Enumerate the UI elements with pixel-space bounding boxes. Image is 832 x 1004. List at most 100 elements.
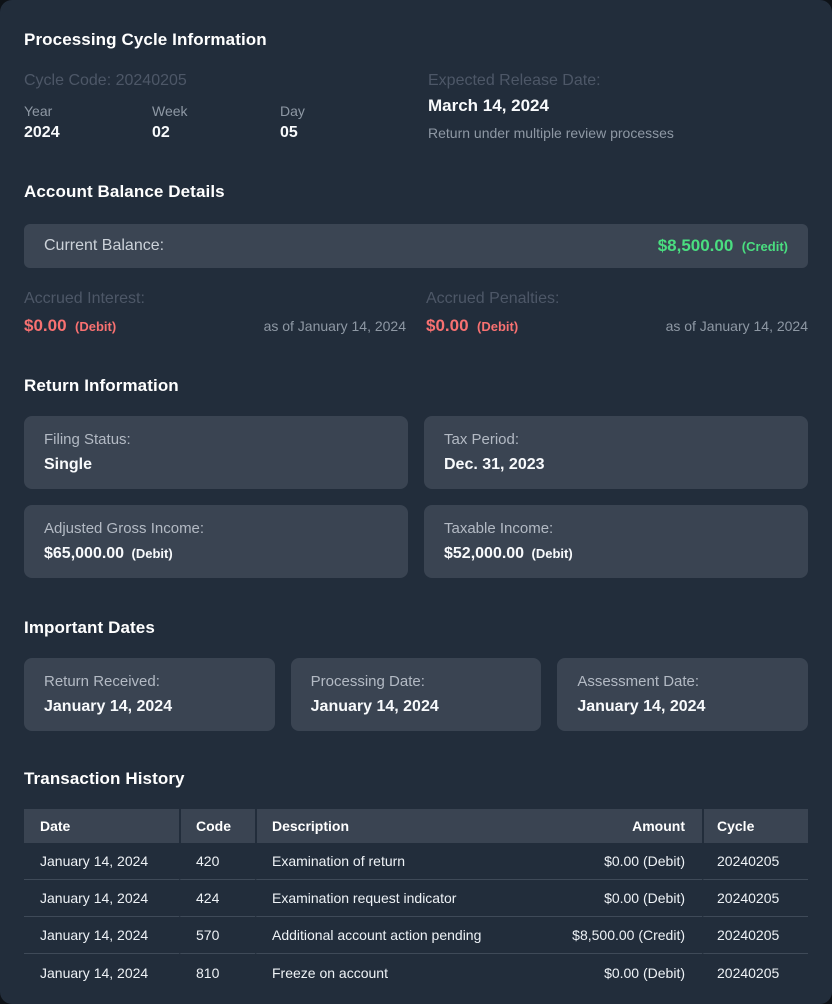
current-balance-value: $8,500.00 [657,236,734,255]
cell-cycle: 20240205 [702,843,808,880]
cell-date: January 14, 2024 [24,843,179,880]
assessment-date-label: Assessment Date: [577,673,700,690]
accrued-penalties-row: $0.00 (Debit) as of January 14, 2024 [426,316,808,336]
accrued-interest-label: Accrued Interest: [24,290,145,307]
cell-code: 570 [179,917,255,954]
agi-value: $65,000.00 (Debit) [44,544,388,563]
account-balance-heading: Account Balance Details [24,182,225,201]
taxable-income-amount: $52,000.00 [444,545,525,562]
section-account-balance: Account Balance Details Current Balance:… [24,182,808,336]
current-balance-label: Current Balance: [44,237,165,254]
accrued-penalties-amount: $0.00 (Debit) [426,316,518,336]
day-label: Day [280,103,305,119]
cycle-code-line: Cycle Code: 20240205 [24,72,408,90]
transaction-history-heading: Transaction History [24,769,185,788]
processing-cycle-heading: Processing Cycle Information [24,30,267,49]
day-value: 05 [280,124,298,141]
accrued-interest-kind: (Debit) [75,319,117,334]
accrued-interest-value: $0.00 [24,316,67,335]
year-label: Year [24,103,53,119]
cell-code: 810 [179,954,255,991]
filing-status-value: Single [44,456,93,473]
section-important-dates: Important Dates Return Received: January… [24,618,808,731]
agi-card: Adjusted Gross Income: $65,000.00 (Debit… [24,505,408,578]
taxable-income-label: Taxable Income: [444,520,554,537]
cell-date: January 14, 2024 [40,964,149,981]
cycle-code-value: 20240205 [115,72,187,89]
accrued-interest-row: $0.00 (Debit) as of January 14, 2024 [24,316,406,336]
table-row: January 14, 2024 810 Freeze on account $… [24,954,808,991]
cell-date: January 14, 2024 [24,880,179,917]
cell-cycle: 20240205 [702,917,808,954]
cycle-field-year: Year 2024 [24,103,152,142]
return-information-heading: Return Information [24,376,179,395]
cell-description: Examination request indicator [255,880,552,917]
cell-amount: $0.00 (Debit) [552,880,702,917]
cell-code: 420 [179,843,255,880]
accrued-interest-block: Accrued Interest: $0.00 (Debit) as of Ja… [24,290,406,336]
cell-description: Freeze on account [255,954,552,991]
col-header-description: Description [255,809,552,843]
transaction-table-header: Date Code Description Amount Cycle [24,809,808,843]
cycle-code-label: Cycle Code: [24,72,112,89]
return-received-card: Return Received: January 14, 2024 [24,658,275,731]
cycle-field-week: Week 02 [152,103,280,142]
expected-release-note: Return under multiple review processes [428,125,674,141]
return-received-label: Return Received: [44,673,160,690]
current-balance-amount: $8,500.00 (Credit) [658,236,788,256]
agi-label: Adjusted Gross Income: [44,520,205,537]
cell-amount: $0.00 (Debit) [604,964,685,981]
table-row: January 14, 2024 420 Examination of retu… [24,843,808,880]
expected-release-block: Expected Release Date: March 14, 2024 Re… [428,72,812,142]
accrued-interest-amount: $0.00 (Debit) [24,316,116,336]
header-row: Date Code Description Amount Cycle [24,809,808,843]
important-dates-grid: Return Received: January 14, 2024 Proces… [24,658,808,731]
important-dates-heading: Important Dates [24,618,155,637]
expected-release-label: Expected Release Date: [428,72,601,89]
assessment-date-value: January 14, 2024 [577,698,706,715]
accrued-penalties-value: $0.00 [426,316,469,335]
accrued-grid: Accrued Interest: $0.00 (Debit) as of Ja… [24,290,808,336]
cycle-code-block: Cycle Code: 20240205 Year 2024 Week 02 D… [24,72,408,142]
filing-status-card: Filing Status: Single [24,416,408,489]
accrued-interest-as-of: as of January 14, 2024 [263,318,406,334]
section-transaction-history: Transaction History Date Code Descriptio… [24,769,808,991]
section-return-information: Return Information Filing Status: Single… [24,376,808,578]
col-header-cycle: Cycle [702,809,808,843]
year-value: 2024 [24,124,60,141]
assessment-date-card: Assessment Date: January 14, 2024 [557,658,808,731]
tax-period-value: Dec. 31, 2023 [444,456,545,473]
cell-amount: $0.00 (Debit) [552,843,702,880]
transaction-table-body: January 14, 2024 420 Examination of retu… [24,843,808,991]
accrued-penalties-as-of: as of January 14, 2024 [665,318,808,334]
agi-kind: (Debit) [131,546,173,561]
tax-period-card: Tax Period: Dec. 31, 2023 [424,416,808,489]
accrued-penalties-label: Accrued Penalties: [426,290,560,307]
agi-amount: $65,000.00 [44,545,125,562]
cell-cycle: 20240205 [702,880,808,917]
processing-date-value: January 14, 2024 [310,698,439,715]
taxable-income-value: $52,000.00 (Debit) [444,544,788,563]
cell-date: January 14, 2024 [24,917,179,954]
filing-status-label: Filing Status: [44,431,131,448]
section-processing-cycle: Processing Cycle Information Cycle Code:… [24,30,808,142]
cell-amount: $8,500.00 (Credit) [552,917,702,954]
transaction-table: Date Code Description Amount Cycle Janua… [24,809,808,991]
taxable-income-kind: (Debit) [531,546,573,561]
cell-description: Additional account action pending [255,917,552,954]
processing-cycle-grid: Cycle Code: 20240205 Year 2024 Week 02 D… [24,72,808,142]
year-week-day-grid: Year 2024 Week 02 Day 05 [24,103,408,142]
cell-description: Examination of return [255,843,552,880]
accrued-penalties-kind: (Debit) [477,319,519,334]
cycle-field-day: Day 05 [280,103,408,142]
col-header-code: Code [179,809,255,843]
week-value: 02 [152,124,170,141]
processing-date-card: Processing Date: January 14, 2024 [290,658,542,731]
table-row: January 14, 2024 570 Additional account … [24,917,808,954]
col-header-amount: Amount [552,809,702,843]
taxable-income-card: Taxable Income: $52,000.00 (Debit) [424,505,808,578]
processing-date-label: Processing Date: [310,673,425,690]
current-balance-kind: (Credit) [741,239,788,254]
table-row: January 14, 2024 424 Examination request… [24,880,808,917]
